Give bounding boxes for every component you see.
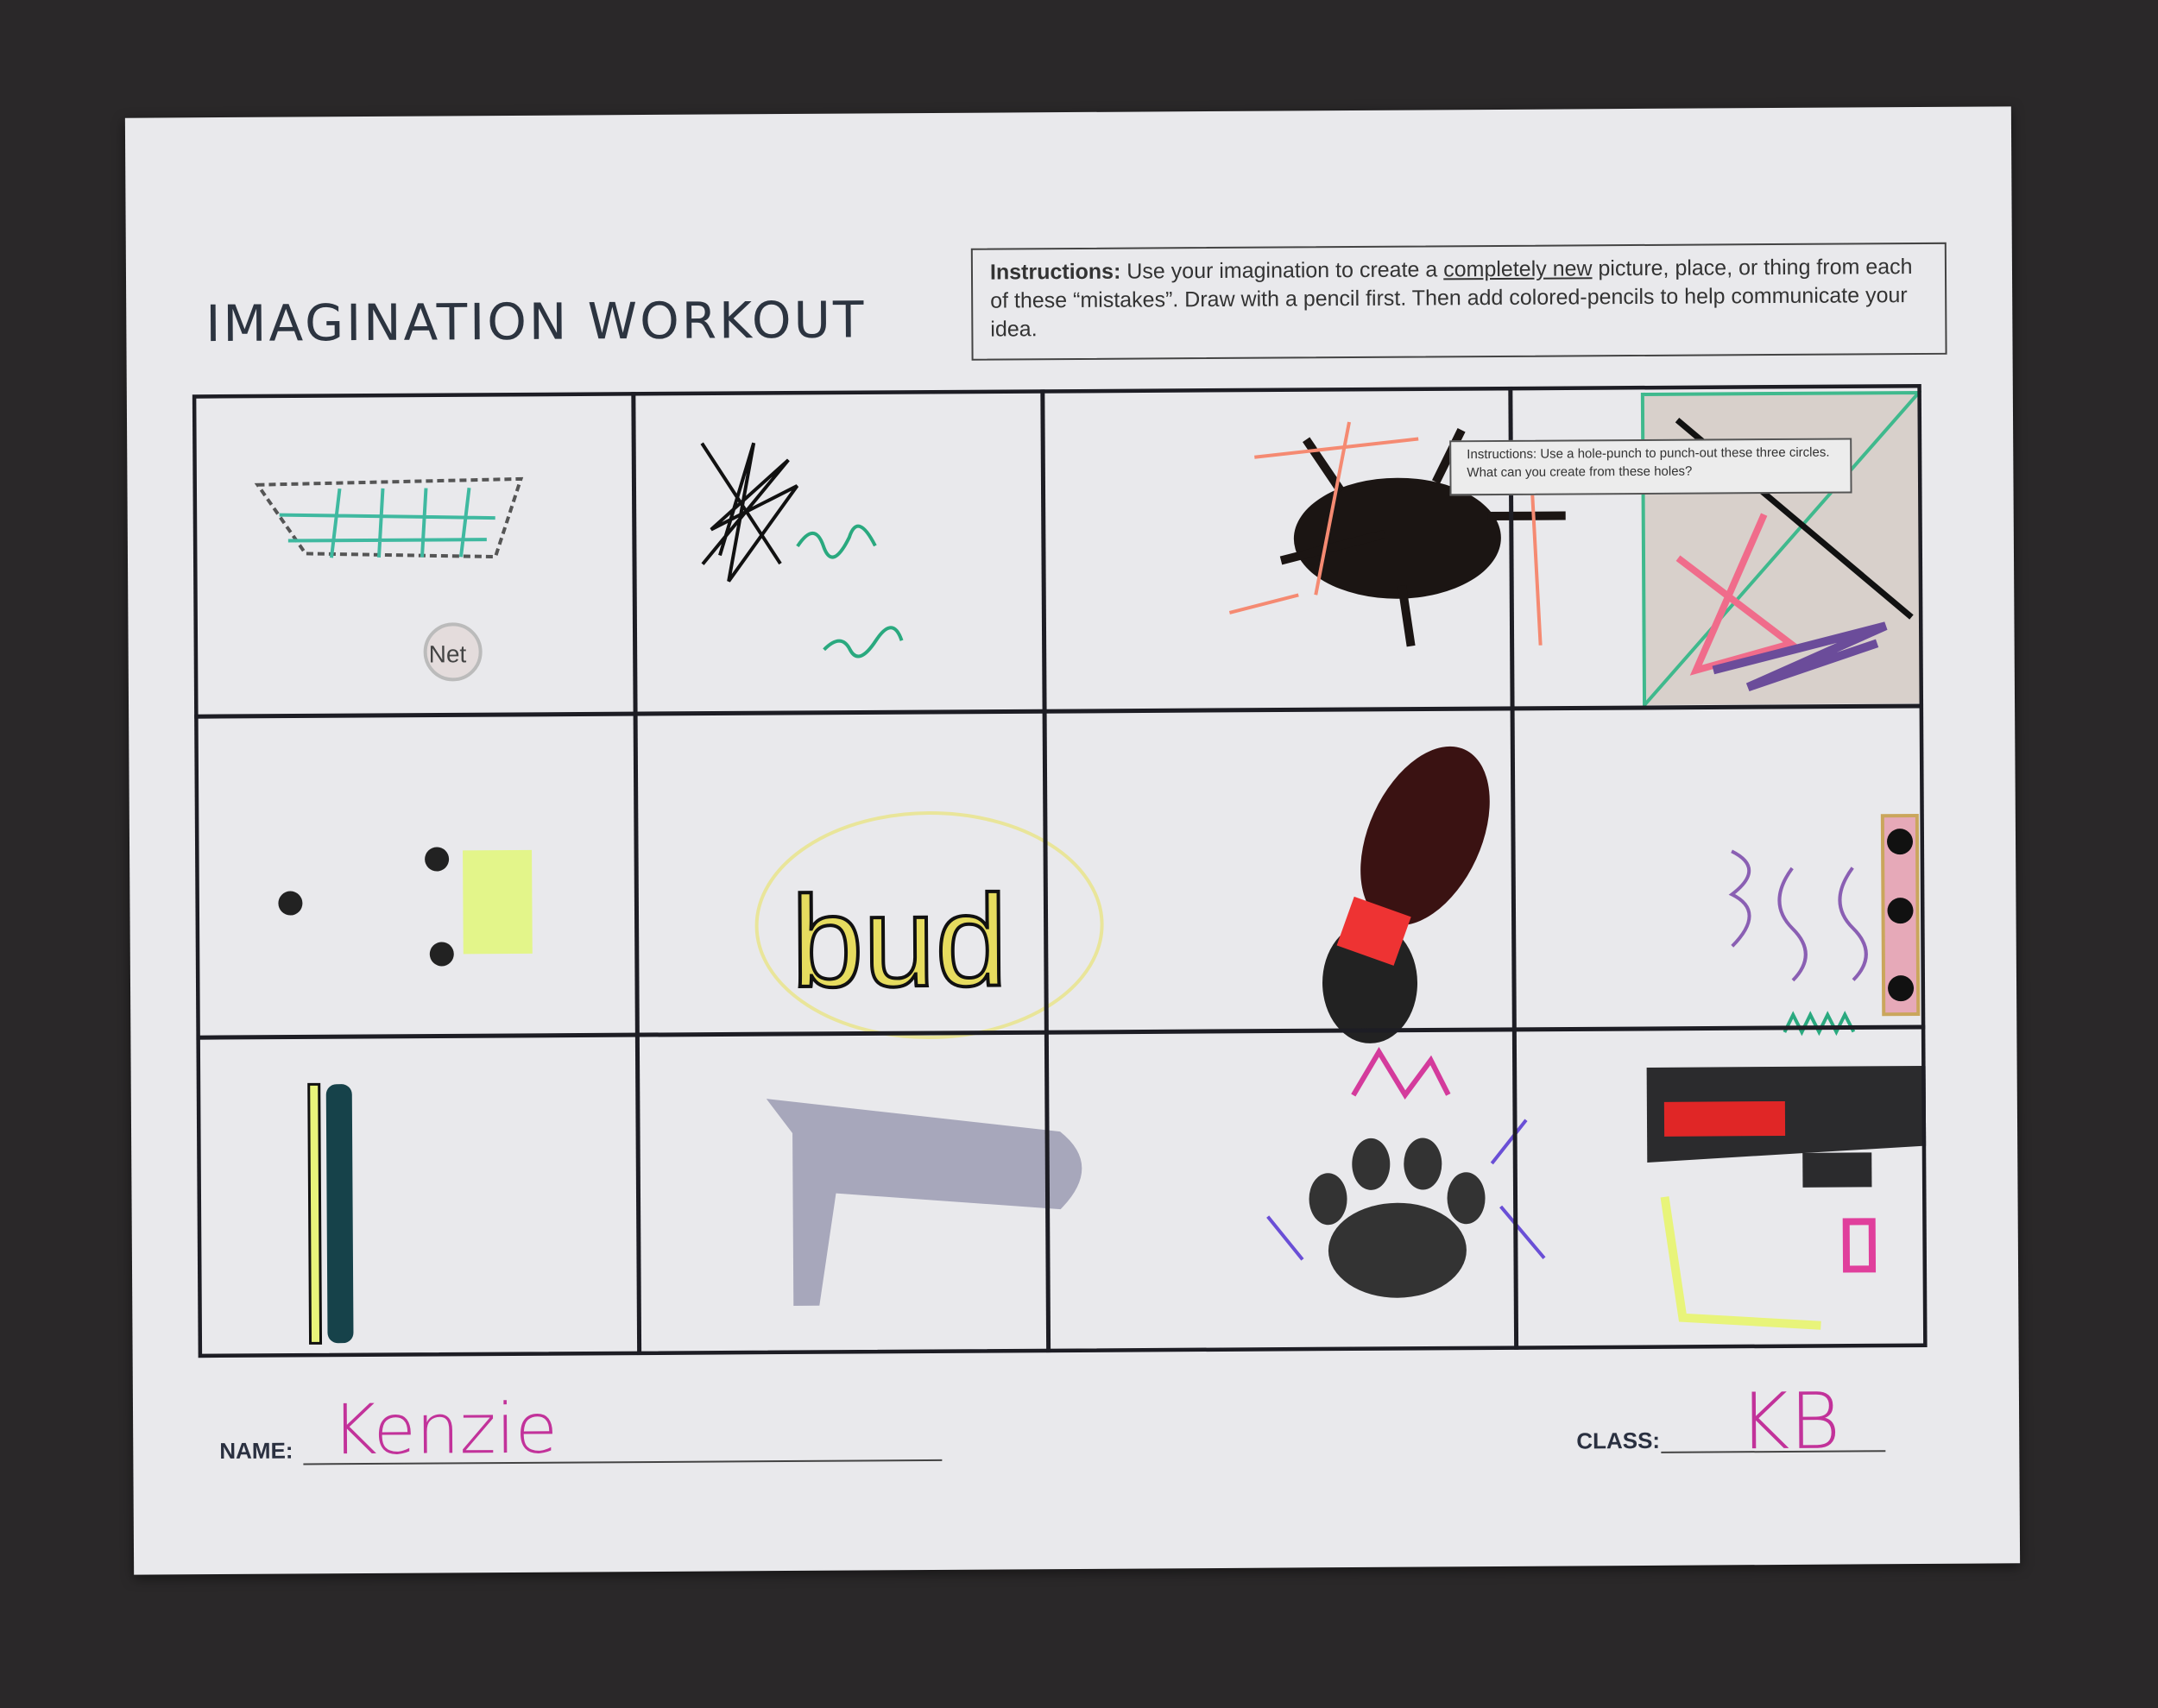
drawing-holes [1728,814,1921,1037]
grid-lines [192,383,1928,1358]
name-value: Kenzie [331,1388,558,1471]
net-label: Net [429,640,467,667]
drawing-dots [278,847,533,967]
instructions-emphasis: completely new [1443,256,1593,282]
drawing-splat [1228,421,1566,647]
drawing-dark-shape [1646,1065,1928,1330]
class-value: KB [1738,1376,1841,1468]
drawing-grid: Net [192,383,1928,1358]
worksheet-paper: IMAGINATION WORKOUT Instructions: Use yo… [124,106,2021,1575]
drawing-gray-shape [766,1099,1082,1306]
drawing-shoeprint [1322,746,1490,1043]
instructions-text-1: Use your imagination to create a [1126,257,1438,284]
drawing-teal-bar [307,1082,354,1345]
drawing-bud: bud [754,811,1104,1040]
drawing-paw [1266,1047,1546,1298]
hole-punch-instructions: Instructions: Use a hole-punch to punch-… [1449,438,1852,496]
instructions-label: Instructions: [989,259,1121,285]
bud-label: bud [791,867,1007,1014]
name-label: NAME: [219,1437,293,1465]
drawing-net: Net [254,476,524,682]
class-label: CLASS: [1576,1427,1661,1454]
drawing-scribble [700,442,904,659]
drawings: Net [192,383,1928,1358]
worksheet-title: IMAGINATION WORKOUT [205,290,867,354]
instructions-box: Instructions: Use your imagination to cr… [970,242,1947,361]
